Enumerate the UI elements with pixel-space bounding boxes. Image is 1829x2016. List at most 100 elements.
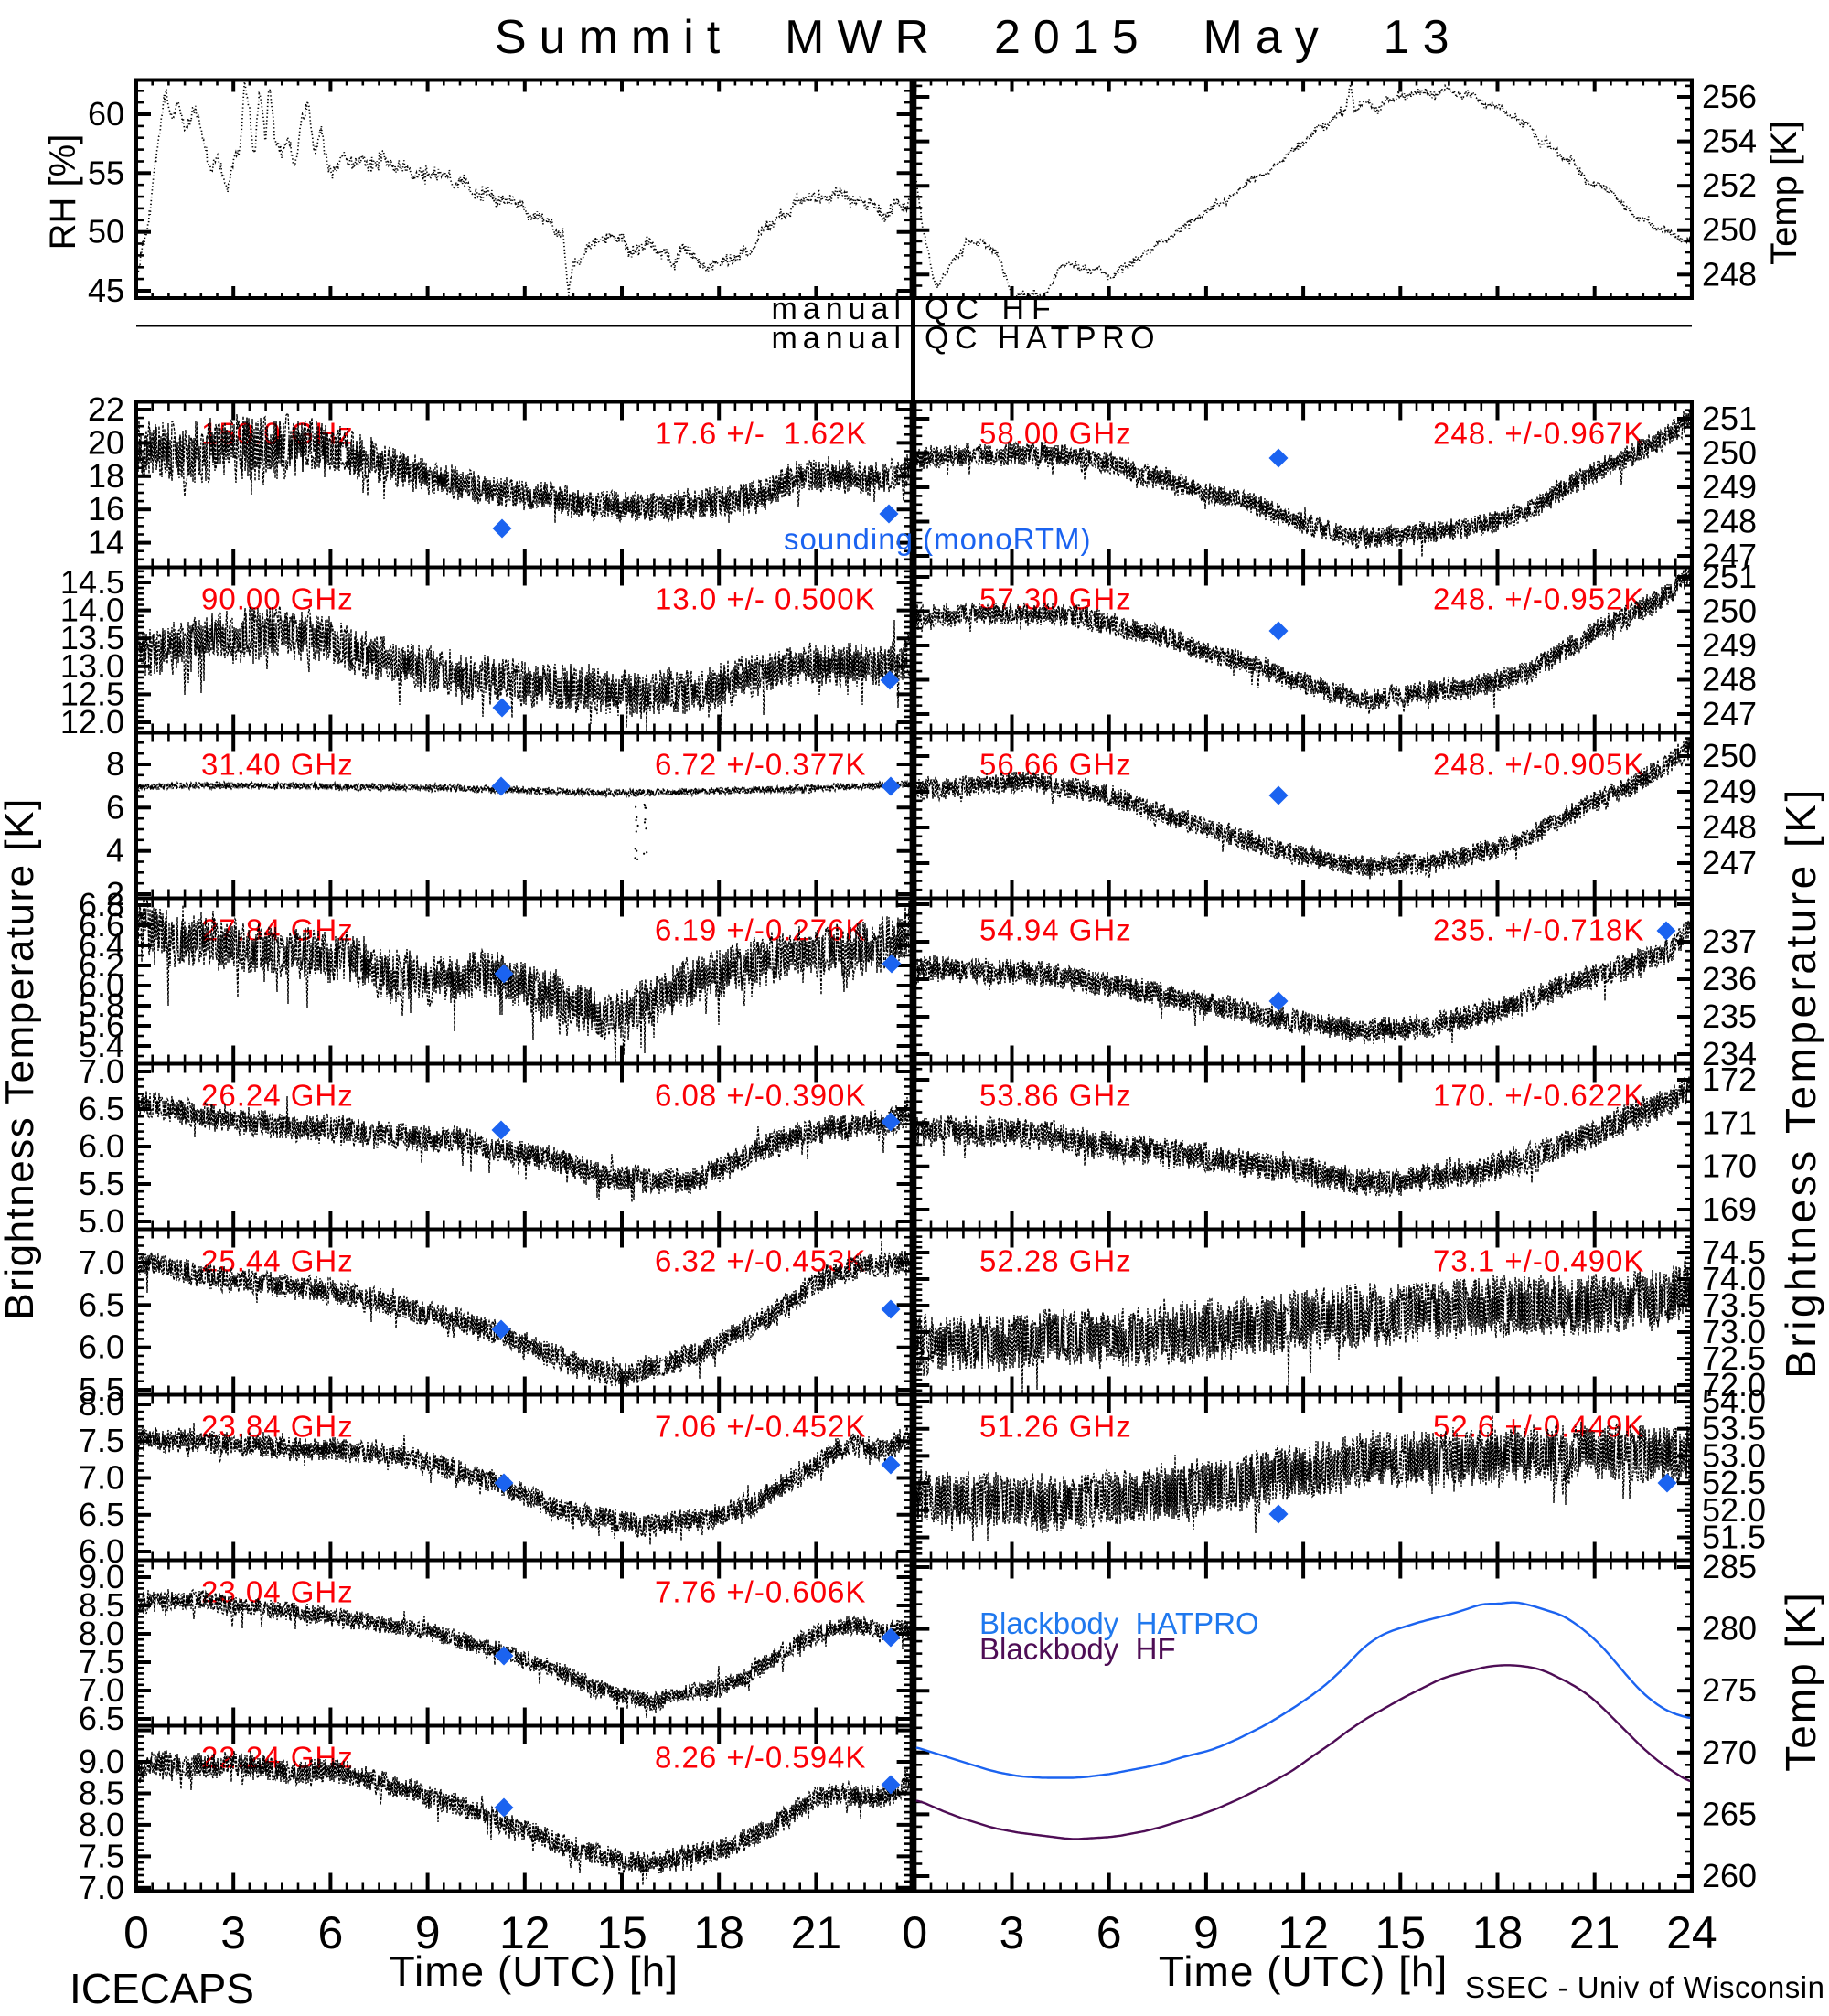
svg-text:54.0: 54.0 bbox=[1702, 1382, 1766, 1420]
svg-text:249: 249 bbox=[1702, 626, 1757, 664]
svg-text:72.5: 72.5 bbox=[1702, 1339, 1766, 1377]
svg-text:6.5: 6.5 bbox=[79, 1090, 124, 1127]
svg-text:6: 6 bbox=[106, 788, 124, 826]
svg-text:249: 249 bbox=[1702, 773, 1757, 810]
svg-text:236: 236 bbox=[1702, 960, 1757, 997]
svg-text:9: 9 bbox=[1193, 1907, 1219, 1958]
svg-text:74.5: 74.5 bbox=[1702, 1233, 1766, 1271]
svg-text:251: 251 bbox=[1702, 558, 1757, 595]
svg-text:45: 45 bbox=[88, 272, 124, 309]
svg-text:Brightness Temperature [K]: Brightness Temperature [K] bbox=[1777, 786, 1824, 1379]
svg-text:6: 6 bbox=[1096, 1907, 1122, 1958]
svg-text:248: 248 bbox=[1702, 808, 1757, 846]
svg-text:90.00 GHz: 90.00 GHz bbox=[201, 582, 354, 616]
svg-text:250: 250 bbox=[1702, 211, 1757, 249]
svg-text:Blackbody HATPRO: Blackbody HATPRO bbox=[979, 1606, 1259, 1640]
svg-text:4: 4 bbox=[106, 832, 124, 869]
svg-text:56.66 GHz: 56.66 GHz bbox=[979, 748, 1132, 782]
svg-text:9.0: 9.0 bbox=[79, 1743, 124, 1780]
svg-text:2: 2 bbox=[106, 875, 124, 912]
svg-text:72.0: 72.0 bbox=[1702, 1366, 1766, 1403]
svg-text:Time (UTC) [h]: Time (UTC) [h] bbox=[1159, 1947, 1448, 1995]
svg-text:247: 247 bbox=[1702, 537, 1757, 574]
svg-text:RH [%]: RH [%] bbox=[43, 134, 83, 251]
svg-text:6.0: 6.0 bbox=[79, 1532, 124, 1570]
svg-text:234: 234 bbox=[1702, 1035, 1757, 1072]
svg-text:256: 256 bbox=[1702, 78, 1757, 115]
svg-text:15: 15 bbox=[1374, 1907, 1426, 1958]
svg-text:235: 235 bbox=[1702, 997, 1757, 1035]
svg-text:248: 248 bbox=[1702, 255, 1757, 293]
svg-text:52.0: 52.0 bbox=[1702, 1491, 1766, 1529]
svg-text:171: 171 bbox=[1702, 1104, 1757, 1141]
svg-text:170. +/-0.622K: 170. +/-0.622K bbox=[1433, 1079, 1644, 1113]
svg-text:3: 3 bbox=[220, 1907, 246, 1958]
svg-text:6.5: 6.5 bbox=[79, 1700, 124, 1737]
svg-text:7.0: 7.0 bbox=[79, 1052, 124, 1090]
svg-text:51.5: 51.5 bbox=[1702, 1519, 1766, 1556]
svg-text:6.4: 6.4 bbox=[79, 926, 124, 964]
svg-text:8.5: 8.5 bbox=[79, 1775, 124, 1812]
svg-text:Summit MWR 2015 May 13: Summit MWR 2015 May 13 bbox=[495, 11, 1462, 64]
svg-text:235. +/-0.718K: 235. +/-0.718K bbox=[1433, 913, 1644, 947]
svg-text:172: 172 bbox=[1702, 1061, 1757, 1098]
svg-text:55: 55 bbox=[88, 154, 124, 191]
svg-text:manual: manual bbox=[771, 321, 906, 356]
svg-text:18: 18 bbox=[88, 457, 124, 495]
svg-text:23.04 GHz: 23.04 GHz bbox=[201, 1575, 354, 1609]
svg-text:54.94 GHz: 54.94 GHz bbox=[979, 913, 1132, 947]
svg-text:7.0: 7.0 bbox=[79, 1459, 124, 1497]
svg-text:6.5: 6.5 bbox=[79, 1496, 124, 1533]
svg-text:251: 251 bbox=[1702, 400, 1757, 437]
svg-text:51.26 GHz: 51.26 GHz bbox=[979, 1410, 1132, 1444]
svg-text:22: 22 bbox=[88, 390, 124, 428]
svg-text:248: 248 bbox=[1702, 503, 1757, 540]
svg-text:248: 248 bbox=[1702, 661, 1757, 699]
svg-text:0: 0 bbox=[123, 1907, 149, 1958]
svg-text:manual: manual bbox=[771, 292, 906, 326]
svg-text:248. +/-0.967K: 248. +/-0.967K bbox=[1433, 417, 1644, 451]
svg-text:5.4: 5.4 bbox=[79, 1027, 124, 1064]
svg-text:20: 20 bbox=[88, 423, 124, 461]
svg-text:Blackbody HF: Blackbody HF bbox=[979, 1632, 1176, 1666]
svg-text:12: 12 bbox=[1278, 1907, 1329, 1958]
svg-text:52.5: 52.5 bbox=[1702, 1464, 1766, 1501]
svg-text:73.5: 73.5 bbox=[1702, 1286, 1766, 1324]
svg-text:12.0: 12.0 bbox=[60, 703, 124, 741]
svg-text:17.6 +/- 1.62K: 17.6 +/- 1.62K bbox=[655, 417, 867, 451]
svg-text:270: 270 bbox=[1702, 1733, 1757, 1771]
svg-text:SSEC - Univ of Wisconsin: SSEC - Univ of Wisconsin bbox=[1465, 1970, 1824, 2004]
svg-text:ICECAPS: ICECAPS bbox=[70, 1965, 254, 2011]
svg-text:8.26 +/-0.594K: 8.26 +/-0.594K bbox=[655, 1741, 866, 1775]
svg-text:6.6: 6.6 bbox=[79, 906, 124, 944]
svg-text:248. +/-0.905K: 248. +/-0.905K bbox=[1433, 748, 1644, 782]
svg-text:QC HF: QC HF bbox=[925, 292, 1058, 326]
svg-text:169: 169 bbox=[1702, 1190, 1757, 1228]
svg-text:5.5: 5.5 bbox=[79, 1371, 124, 1408]
svg-text:254: 254 bbox=[1702, 123, 1757, 160]
svg-text:53.5: 53.5 bbox=[1702, 1410, 1766, 1447]
svg-text:7.0: 7.0 bbox=[79, 1671, 124, 1709]
svg-text:QC HATPRO: QC HATPRO bbox=[925, 321, 1161, 356]
svg-text:9.0: 9.0 bbox=[79, 1558, 124, 1595]
svg-text:3: 3 bbox=[1000, 1907, 1025, 1958]
svg-text:15: 15 bbox=[596, 1907, 647, 1958]
svg-text:0: 0 bbox=[902, 1907, 927, 1958]
svg-text:53.86 GHz: 53.86 GHz bbox=[979, 1079, 1132, 1113]
svg-text:Brightness Temperature [K]: Brightness Temperature [K] bbox=[0, 797, 42, 1319]
svg-text:8.0: 8.0 bbox=[79, 1806, 124, 1843]
svg-text:12.5: 12.5 bbox=[60, 675, 124, 712]
svg-text:8.0: 8.0 bbox=[79, 1615, 124, 1652]
svg-text:170: 170 bbox=[1702, 1147, 1757, 1185]
svg-text:23.84 GHz: 23.84 GHz bbox=[201, 1410, 354, 1444]
svg-text:12: 12 bbox=[499, 1907, 551, 1958]
svg-text:58.00 GHz: 58.00 GHz bbox=[979, 417, 1132, 451]
svg-text:Temp [K]: Temp [K] bbox=[1777, 1591, 1824, 1772]
svg-text:14.0: 14.0 bbox=[60, 592, 124, 629]
svg-text:8.5: 8.5 bbox=[79, 1586, 124, 1624]
svg-text:60: 60 bbox=[88, 95, 124, 133]
svg-text:247: 247 bbox=[1702, 844, 1757, 881]
svg-text:252: 252 bbox=[1702, 166, 1757, 204]
svg-text:250: 250 bbox=[1702, 737, 1757, 774]
svg-text:16: 16 bbox=[88, 490, 124, 528]
